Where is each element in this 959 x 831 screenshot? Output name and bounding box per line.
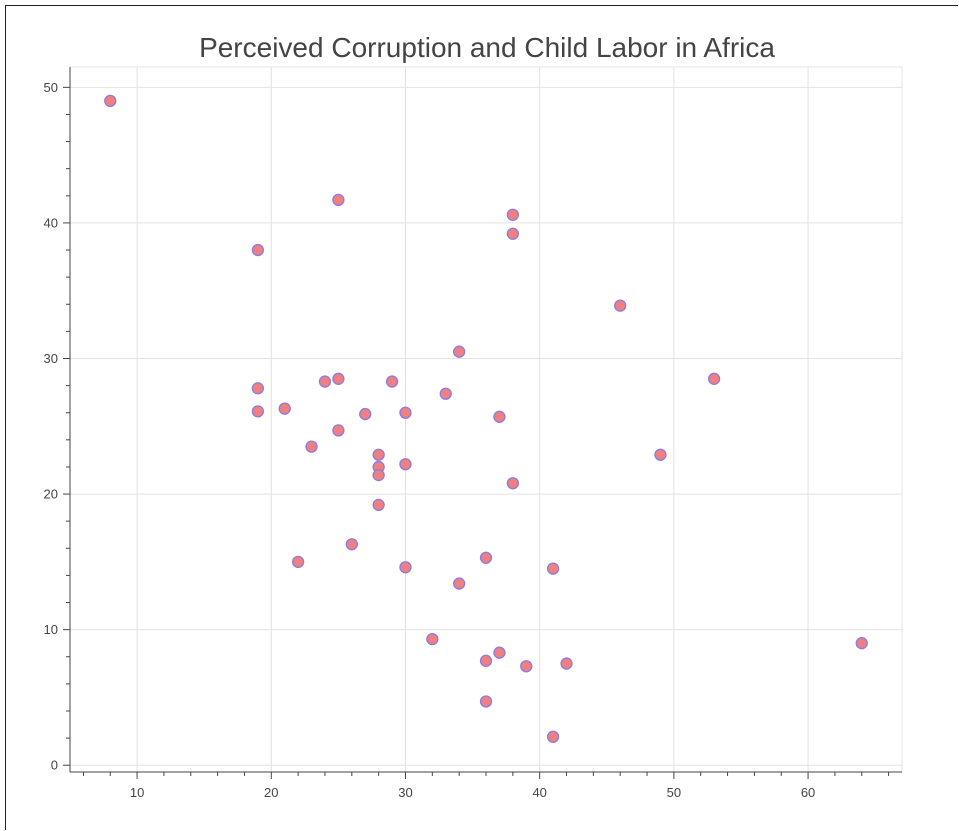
data-point bbox=[332, 372, 345, 385]
x-tick-label: 40 bbox=[532, 785, 546, 800]
data-point bbox=[479, 551, 493, 564]
x-tick-label: 30 bbox=[398, 785, 412, 800]
x-tick-label: 10 bbox=[130, 785, 144, 800]
y-tick-label: 40 bbox=[44, 215, 58, 230]
axes: 10 20 30 40 50 60 0 10 20 30 40 50 bbox=[44, 67, 902, 800]
y-tick-label: 10 bbox=[44, 622, 58, 637]
y-tick-label: 0 bbox=[51, 758, 58, 773]
y-tick-label: 30 bbox=[44, 351, 58, 366]
data-point bbox=[439, 387, 452, 400]
data-points bbox=[104, 94, 868, 743]
data-point bbox=[506, 208, 519, 221]
data-point bbox=[399, 406, 412, 419]
grid-lines bbox=[70, 67, 902, 772]
data-point bbox=[318, 375, 332, 388]
data-point bbox=[560, 657, 573, 670]
data-point bbox=[426, 632, 439, 646]
data-point bbox=[546, 562, 560, 575]
data-point bbox=[493, 646, 506, 659]
data-point bbox=[399, 561, 412, 574]
data-point bbox=[332, 424, 345, 437]
data-point bbox=[345, 538, 358, 551]
data-point bbox=[291, 555, 305, 569]
data-point bbox=[855, 637, 868, 650]
data-point bbox=[251, 405, 265, 418]
data-point bbox=[278, 402, 291, 415]
data-point bbox=[453, 345, 466, 358]
data-point bbox=[104, 94, 117, 108]
data-point bbox=[332, 193, 345, 207]
data-point bbox=[546, 730, 560, 743]
data-point bbox=[372, 498, 385, 512]
data-point bbox=[520, 660, 533, 673]
data-point bbox=[506, 477, 519, 490]
x-tick-label: 60 bbox=[801, 785, 815, 800]
data-point bbox=[707, 372, 721, 385]
data-point bbox=[479, 695, 493, 708]
data-point bbox=[399, 458, 412, 471]
data-point bbox=[614, 299, 627, 312]
data-point bbox=[372, 448, 385, 461]
data-point bbox=[251, 382, 265, 395]
data-point bbox=[372, 468, 385, 482]
data-point bbox=[385, 375, 399, 388]
data-point bbox=[453, 577, 466, 590]
data-point bbox=[359, 407, 372, 421]
data-point bbox=[506, 227, 519, 240]
x-tick-label: 50 bbox=[667, 785, 681, 800]
y-tick-label: 50 bbox=[44, 80, 58, 95]
data-point bbox=[654, 448, 667, 461]
chart-title: Perceived Corruption and Child Labor in … bbox=[199, 32, 775, 63]
data-point bbox=[479, 654, 493, 667]
x-tick-label: 20 bbox=[264, 785, 278, 800]
y-tick-label: 20 bbox=[44, 487, 58, 502]
data-point bbox=[493, 410, 506, 423]
chart-frame bbox=[5, 5, 958, 830]
data-point bbox=[305, 440, 318, 453]
data-point bbox=[251, 243, 265, 257]
